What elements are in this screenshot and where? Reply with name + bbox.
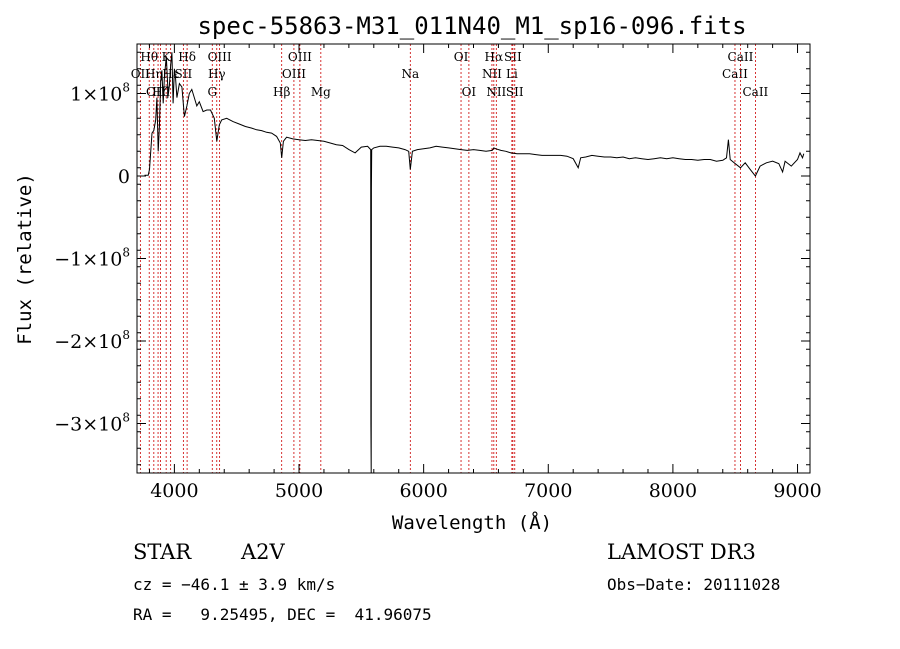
marker-SII-6731-label: SII [506, 85, 524, 99]
y-tick-label: −3×108 [54, 411, 130, 436]
y-tick-label: 0 [118, 166, 130, 188]
object-class: STAR [133, 540, 192, 564]
marker-CaII-8542-label: CaII [728, 50, 754, 64]
coordinates-readout: RA = 9.25495, DEC = 41.96075 [133, 605, 432, 624]
marker-OIII-4363-label: OIII [208, 50, 232, 64]
y-tick-label: −2×108 [54, 328, 130, 353]
marker-Na-label: Na [401, 67, 419, 81]
marker-Li-label: Li [506, 67, 518, 81]
survey-name: LAMOST DR3 [607, 540, 756, 564]
marker-SII-4072-label: SII [175, 67, 193, 81]
marker-OII-label: OII [131, 67, 151, 81]
marker-H-alpha-label: Hα [485, 50, 504, 64]
marker-H-theta-label: Hθ [140, 50, 158, 64]
y-axis-label: Flux (relative) [14, 173, 36, 345]
x-axis-label: Wavelength (Å) [392, 511, 552, 534]
observation-date: Obs−Date: 20111028 [607, 575, 780, 594]
marker-CaII-8498-label: CaII [722, 67, 748, 81]
marker-H-delta-label: Hδ [178, 50, 196, 64]
x-tick-label: 7000 [524, 480, 572, 502]
flux-series-line [144, 52, 805, 474]
marker-Mg-label: Mg [311, 85, 331, 99]
marker-OIII-4959-label: OIII [282, 67, 306, 81]
x-tick-label: 6000 [399, 480, 447, 502]
marker-H-beta-label: Hβ [273, 85, 290, 99]
x-tick-label: 4000 [150, 480, 198, 502]
x-axis: 4000 5000 6000 7000 8000 9000 [148, 44, 822, 502]
object-subclass: A2V [240, 540, 286, 564]
y-tick-label: −1×108 [54, 246, 130, 271]
marker-G-label: G [207, 85, 217, 99]
x-tick-label: 5000 [275, 480, 323, 502]
y-axis: 1×108 0 −1×108 −2×108 −3×108 [54, 51, 810, 466]
marker-H-gamma-label: Hγ [208, 67, 226, 81]
marker-NII-6583-label: NII [486, 85, 506, 99]
plot-frame [136, 43, 811, 474]
marker-OI-6363-label: OI [462, 85, 477, 99]
chart-title: spec-55863-M31_011N40_M1_sp16-096.fits [197, 12, 746, 40]
line-markers: HθOIIOIIIHηHζKHεSIIHδGOIIIHγHβOIIIOIIIMg… [131, 44, 769, 473]
marker-NII-6548-label: NII [482, 67, 502, 81]
x-tick-label: 9000 [773, 480, 821, 502]
redshift-readout: cz = −46.1 ± 3.9 km/s [133, 575, 335, 594]
y-tick-label: 1×108 [70, 81, 130, 106]
x-tick-label: 8000 [649, 480, 697, 502]
marker-H-eta-label: Hη [145, 67, 163, 81]
marker-OI-6300-label: OI [454, 50, 469, 64]
marker-CaII-8662-label: CaII [742, 85, 768, 99]
marker-OIII-5007-label: OIII [288, 50, 312, 64]
marker-SII-6716-label: SII [504, 50, 522, 64]
